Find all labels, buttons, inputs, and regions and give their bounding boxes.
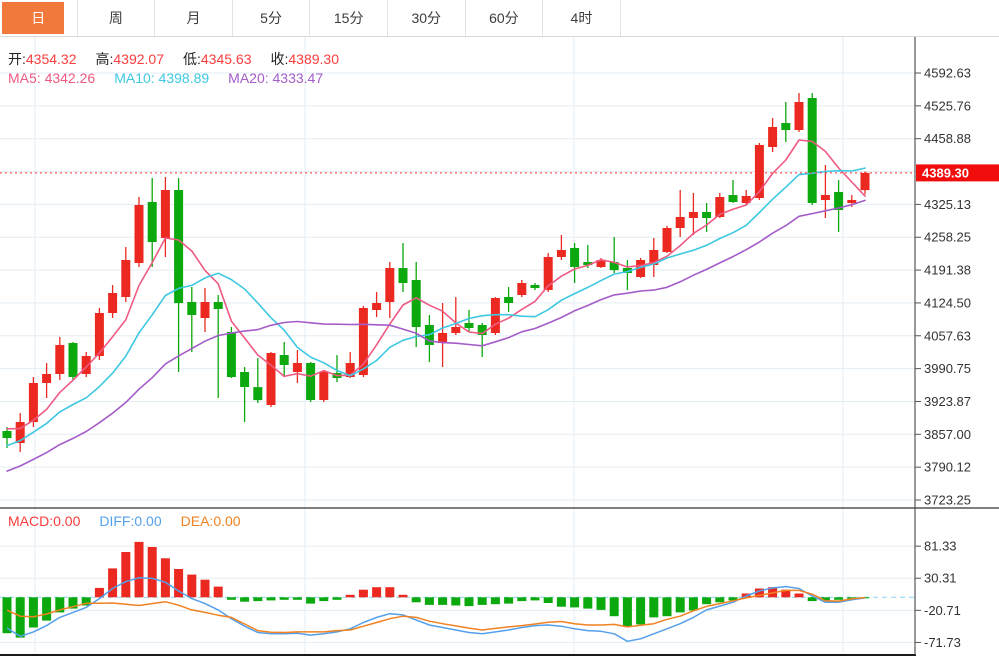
tab-interval-60min[interactable]: 60分 bbox=[466, 0, 544, 36]
dea-line bbox=[6, 589, 866, 634]
svg-text:4389.30: 4389.30 bbox=[922, 165, 969, 180]
svg-text:4458.88: 4458.88 bbox=[924, 131, 971, 146]
grid-layer bbox=[0, 37, 915, 654]
tab-interval-month[interactable]: 月 bbox=[155, 0, 233, 36]
chart-frame bbox=[0, 37, 999, 656]
ma10-readout: MA10: 4398.89 bbox=[114, 70, 210, 86]
svg-text:3723.25: 3723.25 bbox=[924, 493, 971, 508]
macd-histogram bbox=[2, 541, 870, 638]
price-axis-labels: 4592.63 4525.76 4458.88 4325.13 4258.25 4191.… bbox=[915, 66, 971, 508]
ohlc-readout: 开:4354.32 高:4392.07 低:4345.63 收:4389.30 bbox=[8, 49, 339, 69]
svg-text:4124.50: 4124.50 bbox=[924, 295, 971, 310]
open-readout: 开:4354.32 bbox=[8, 51, 77, 67]
close-readout: 收:4389.30 bbox=[270, 51, 340, 67]
svg-text:4258.25: 4258.25 bbox=[924, 230, 971, 245]
high-readout: 高:4392.07 bbox=[95, 51, 165, 67]
svg-text:4057.63: 4057.63 bbox=[924, 328, 971, 343]
ma5-readout: MA5: 4342.26 bbox=[8, 70, 96, 86]
candles-layer bbox=[2, 93, 870, 453]
tab-label: 30分 bbox=[411, 10, 442, 26]
svg-text:-20.71: -20.71 bbox=[924, 603, 961, 618]
macd-axis-labels: 81.33 30.31 -20.71 -71.73 bbox=[915, 539, 961, 650]
ma-readout: MA5: 4342.26 MA10: 4398.89 MA20: 4333.47 bbox=[8, 70, 323, 86]
ma5-line bbox=[6, 139, 866, 430]
svg-text:4525.76: 4525.76 bbox=[924, 98, 971, 113]
ma20-readout: MA20: 4333.47 bbox=[228, 70, 324, 86]
tab-label: 5分 bbox=[260, 10, 282, 26]
tab-interval-30min[interactable]: 30分 bbox=[388, 0, 466, 36]
svg-text:4191.38: 4191.38 bbox=[924, 263, 971, 278]
tab-interval-5min[interactable]: 5分 bbox=[233, 0, 311, 36]
svg-text:4325.13: 4325.13 bbox=[924, 197, 971, 212]
svg-text:-71.73: -71.73 bbox=[924, 635, 961, 650]
svg-text:3990.75: 3990.75 bbox=[924, 361, 971, 376]
diff-line bbox=[6, 577, 866, 643]
tab-interval-15min[interactable]: 15分 bbox=[310, 0, 388, 36]
ma20-line bbox=[6, 199, 866, 472]
tab-label: 日 bbox=[31, 10, 46, 26]
svg-text:3857.00: 3857.00 bbox=[924, 427, 971, 442]
tab-label: 4时 bbox=[570, 10, 593, 26]
svg-text:4592.63: 4592.63 bbox=[924, 66, 971, 81]
interval-tab-bar: 日 周 月 5分 15分 30分 60分 4时 bbox=[0, 0, 999, 37]
tab-label: 月 bbox=[186, 10, 201, 26]
tab-interval-week[interactable]: 周 bbox=[78, 0, 156, 36]
svg-text:3790.12: 3790.12 bbox=[924, 460, 971, 475]
diff-value-readout: DIFF:0.00 bbox=[99, 513, 162, 529]
svg-text:81.33: 81.33 bbox=[924, 539, 957, 554]
tab-label: 15分 bbox=[333, 10, 364, 26]
tab-label: 周 bbox=[108, 10, 123, 26]
ma10-line bbox=[6, 167, 866, 447]
tab-interval-day[interactable]: 日 bbox=[0, 0, 78, 36]
dea-value-readout: DEA:0.00 bbox=[180, 513, 241, 529]
macd-readout: MACD:0.00 DIFF:0.00 DEA:0.00 bbox=[8, 513, 241, 529]
current-price-badge: 4389.30 bbox=[916, 164, 999, 182]
svg-text:3923.87: 3923.87 bbox=[924, 394, 971, 409]
tab-interval-4hour[interactable]: 4时 bbox=[543, 0, 621, 36]
macd-value-readout: MACD:0.00 bbox=[8, 513, 81, 529]
svg-text:30.31: 30.31 bbox=[924, 571, 957, 586]
tab-label: 60分 bbox=[489, 10, 519, 26]
low-readout: 低:4345.63 bbox=[183, 51, 252, 67]
